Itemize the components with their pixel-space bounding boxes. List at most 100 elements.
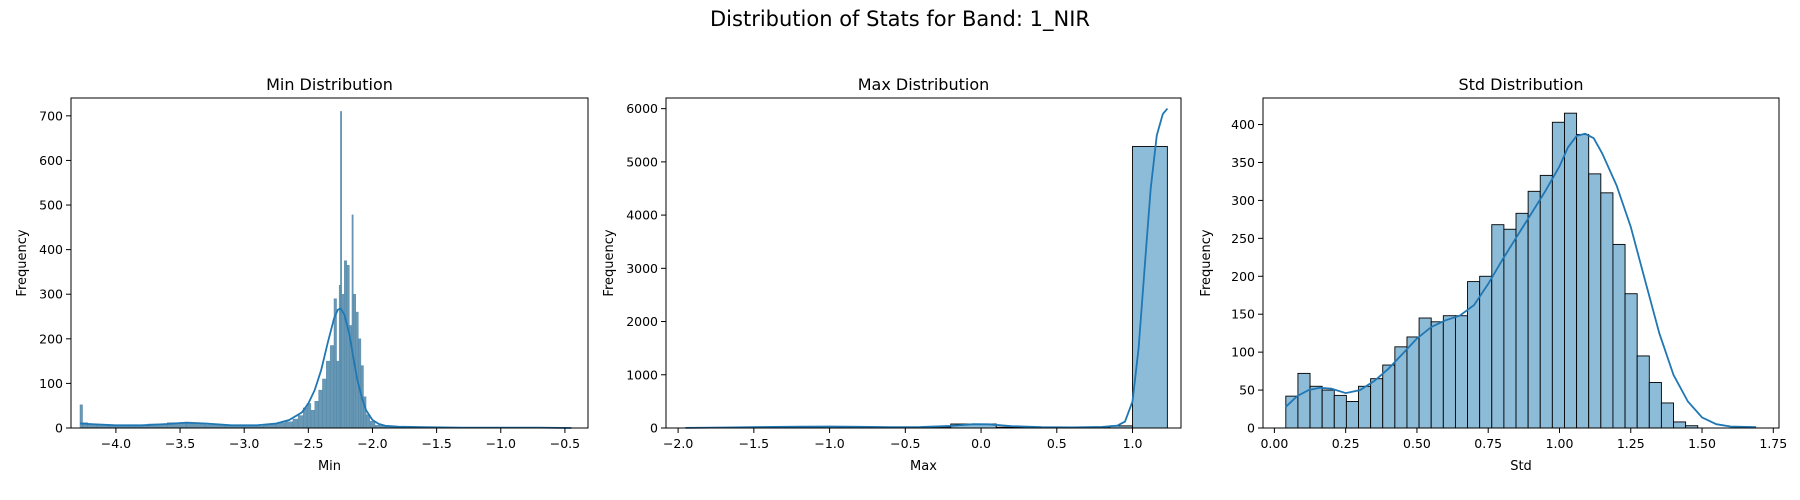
y-tick-label: 1000 [626, 367, 658, 382]
y-tick-label: 350 [1231, 155, 1255, 170]
histogram-bar [1564, 112, 1578, 429]
y-tick-label: 2000 [626, 314, 658, 329]
y-tick-label: 100 [39, 376, 63, 391]
histogram-bar [1442, 315, 1456, 429]
y-tick-label: 200 [1231, 269, 1255, 284]
histogram-bar [318, 389, 323, 429]
histogram-bar [1430, 321, 1444, 429]
x-tick-label: −1.5 [421, 436, 451, 451]
x-tick-label: −2.0 [357, 436, 387, 451]
x-tick-label: −3.0 [229, 436, 259, 451]
chart-panel-3: 0.00 0.25 0.50 0.75 1.00 1.25 1.50 1.75 0 50 100 15… [1199, 75, 1787, 474]
histogram-bar [292, 418, 299, 429]
y-tick-label: 100 [1231, 345, 1255, 360]
histogram-bar [1539, 174, 1553, 429]
x-tick-label: 0.25 [1332, 436, 1360, 451]
histogram-bar [1309, 385, 1323, 429]
histogram-bar [1660, 402, 1674, 429]
plot-frame [70, 97, 589, 429]
histogram-bar [1527, 190, 1541, 429]
chart-panel-1: −4.0 −3.5 −3.0 −2.5 −2.0 −1.5 −1.0 −0.5 0 100 200 3… [15, 75, 589, 474]
y-tick-label: 4000 [626, 208, 658, 223]
histogram-bar [1515, 212, 1529, 429]
histogram-bar [297, 415, 304, 429]
histogram-bar [1345, 400, 1359, 429]
histogram-bar [344, 260, 348, 429]
histogram-bar [1467, 281, 1481, 429]
x-tick-label: 0.0 [971, 436, 991, 451]
x-tick-label: −3.5 [165, 436, 195, 451]
y-axis-label: Frequency [1199, 229, 1214, 296]
x-tick-label: 0.00 [1260, 436, 1288, 451]
histogram-bar [369, 421, 376, 429]
x-tick-label: 0.5 [1047, 436, 1067, 451]
x-tick-label: −1.0 [486, 436, 516, 451]
histogram-bar [1491, 224, 1505, 429]
y-tick-label: 500 [39, 198, 63, 213]
histogram-bar [1600, 192, 1614, 429]
x-tick-label: 0.50 [1403, 436, 1431, 451]
x-tick-label: −1.0 [814, 436, 844, 451]
histogram-bar [1321, 389, 1335, 429]
kde-curve [685, 108, 1169, 429]
histogram-bar [1612, 243, 1626, 429]
x-tick-label: −4.0 [101, 436, 131, 451]
x-tick-label: 1.0 [1123, 436, 1143, 451]
histogram-bar [1454, 315, 1468, 429]
y-tick-label: 300 [1231, 193, 1255, 208]
figure-title: Distribution of Stats for Band: 1_NIR [710, 7, 1090, 32]
y-tick-label: 5000 [626, 154, 658, 169]
y-tick-label: 200 [39, 331, 63, 346]
chart-title: Std Distribution [1458, 75, 1583, 94]
histogram-bar [310, 409, 315, 429]
histogram-bar [1333, 394, 1347, 429]
x-tick-label: −2.0 [663, 436, 693, 451]
y-tick-label: 0 [55, 421, 63, 436]
x-tick-label: 1.25 [1617, 436, 1645, 451]
plot-frame [665, 97, 1182, 429]
kde-curve [79, 307, 572, 429]
histogram-bars [1285, 112, 1699, 429]
x-axis-label: Std [1510, 459, 1532, 474]
histogram-bar [1406, 336, 1420, 429]
kde-curve [1285, 132, 1757, 429]
histogram-bar [306, 403, 312, 429]
y-tick-label: 6000 [626, 101, 658, 116]
histogram-bar [285, 421, 294, 429]
y-tick-label: 700 [39, 108, 63, 123]
y-tick-label: 0 [650, 421, 658, 436]
x-tick-label: −0.5 [550, 436, 580, 451]
histogram-bar [1297, 372, 1311, 429]
histogram-bar [1648, 382, 1662, 429]
y-tick-label: 300 [39, 287, 63, 302]
x-axis-label: Max [910, 459, 937, 474]
histogram-bar [1370, 378, 1384, 429]
histogram-bar [314, 401, 319, 429]
histogram-bar [1588, 173, 1602, 429]
x-tick-label: 0.75 [1474, 436, 1502, 451]
histogram-bar [336, 360, 340, 429]
histogram-bar [346, 265, 350, 429]
x-tick-label: −1.5 [739, 436, 769, 451]
y-tick-label: 150 [1231, 307, 1255, 322]
y-tick-label: 0 [1247, 421, 1255, 436]
histogram-bar [1636, 355, 1650, 429]
x-tick-label: 1.00 [1546, 436, 1574, 451]
histogram-bar [1479, 275, 1493, 429]
histogram-bar [79, 404, 83, 429]
y-tick-label: 50 [1239, 383, 1255, 398]
y-tick-label: 400 [39, 242, 63, 257]
x-tick-label: 1.75 [1759, 436, 1787, 451]
histogram-bars [79, 111, 572, 429]
x-tick-label: −0.5 [890, 436, 920, 451]
histogram-bar [1673, 421, 1687, 429]
chart-panel-2: −2.0 −1.5 −1.0 −0.5 0.0 0.5 1.0 0 1000 2000 3000 40… [602, 75, 1182, 474]
histogram-bar [1503, 228, 1517, 429]
histogram-bar [1576, 133, 1590, 429]
histogram-bar [322, 378, 327, 429]
histogram-bar [1358, 385, 1372, 429]
histogram-bars [685, 145, 1168, 429]
x-tick-label: 1.50 [1688, 436, 1716, 451]
x-axis-label: Min [318, 459, 341, 474]
